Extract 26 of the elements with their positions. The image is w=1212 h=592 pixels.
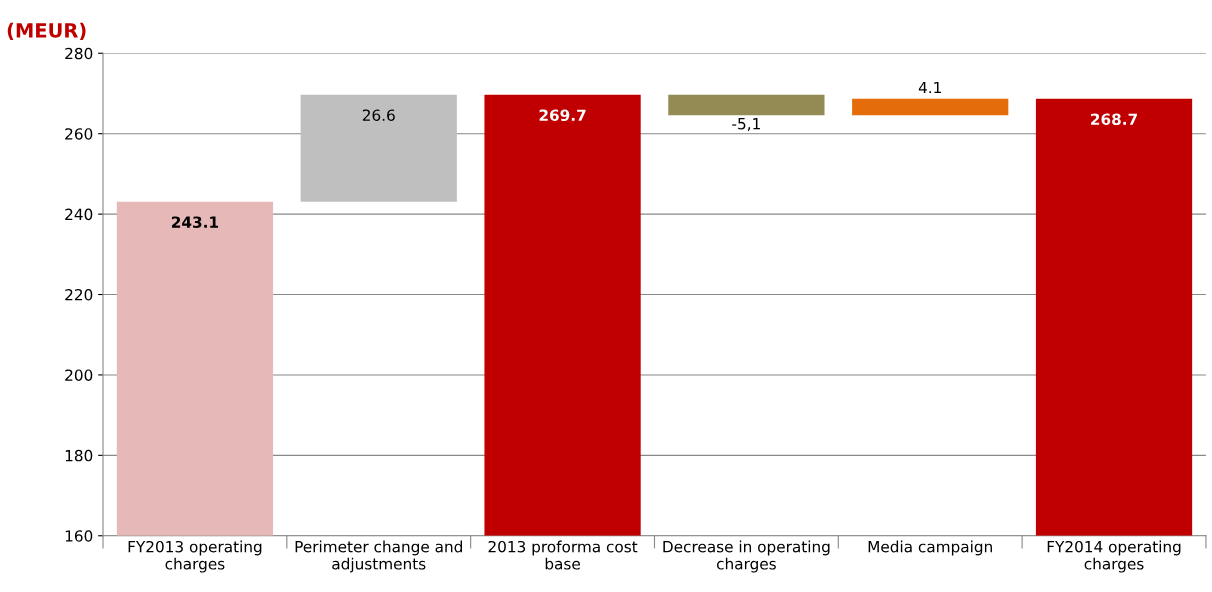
y-tick-label: 260 [65,128,93,140]
data-label: 243.1 [171,216,219,228]
y-tick-label: 160 [65,530,93,542]
y-tick-label: 180 [65,449,93,462]
data-label: 269.7 [539,109,586,121]
x-tick-label: Perimeter change and adjustments [295,540,462,573]
x-tick-label: FY2014 operating charges [1047,540,1181,573]
bar [484,94,641,536]
x-tick-label: Media campaign [868,540,992,556]
y-tick-label: 220 [65,288,93,301]
x-tick-label: Decrease in operating charges [663,540,830,573]
y-tick-label: 200 [65,369,93,381]
bar [1035,98,1193,536]
bar [852,98,1009,116]
data-label: 268.7 [1091,113,1137,126]
data-label: 26.6 [362,109,395,121]
bar [300,94,457,202]
y-tick-label: 240 [65,208,93,221]
data-label: -5,1 [732,118,760,131]
bar [668,94,825,116]
y-axis-title: (MEUR) [7,22,86,40]
x-tick-label: 2013 proforma cost base [488,540,638,570]
x-tick-label: FY2013 operating charges [128,540,262,573]
bar [116,201,274,536]
y-tick-label: 280 [65,47,93,60]
data-label: 4.1 [918,81,941,94]
